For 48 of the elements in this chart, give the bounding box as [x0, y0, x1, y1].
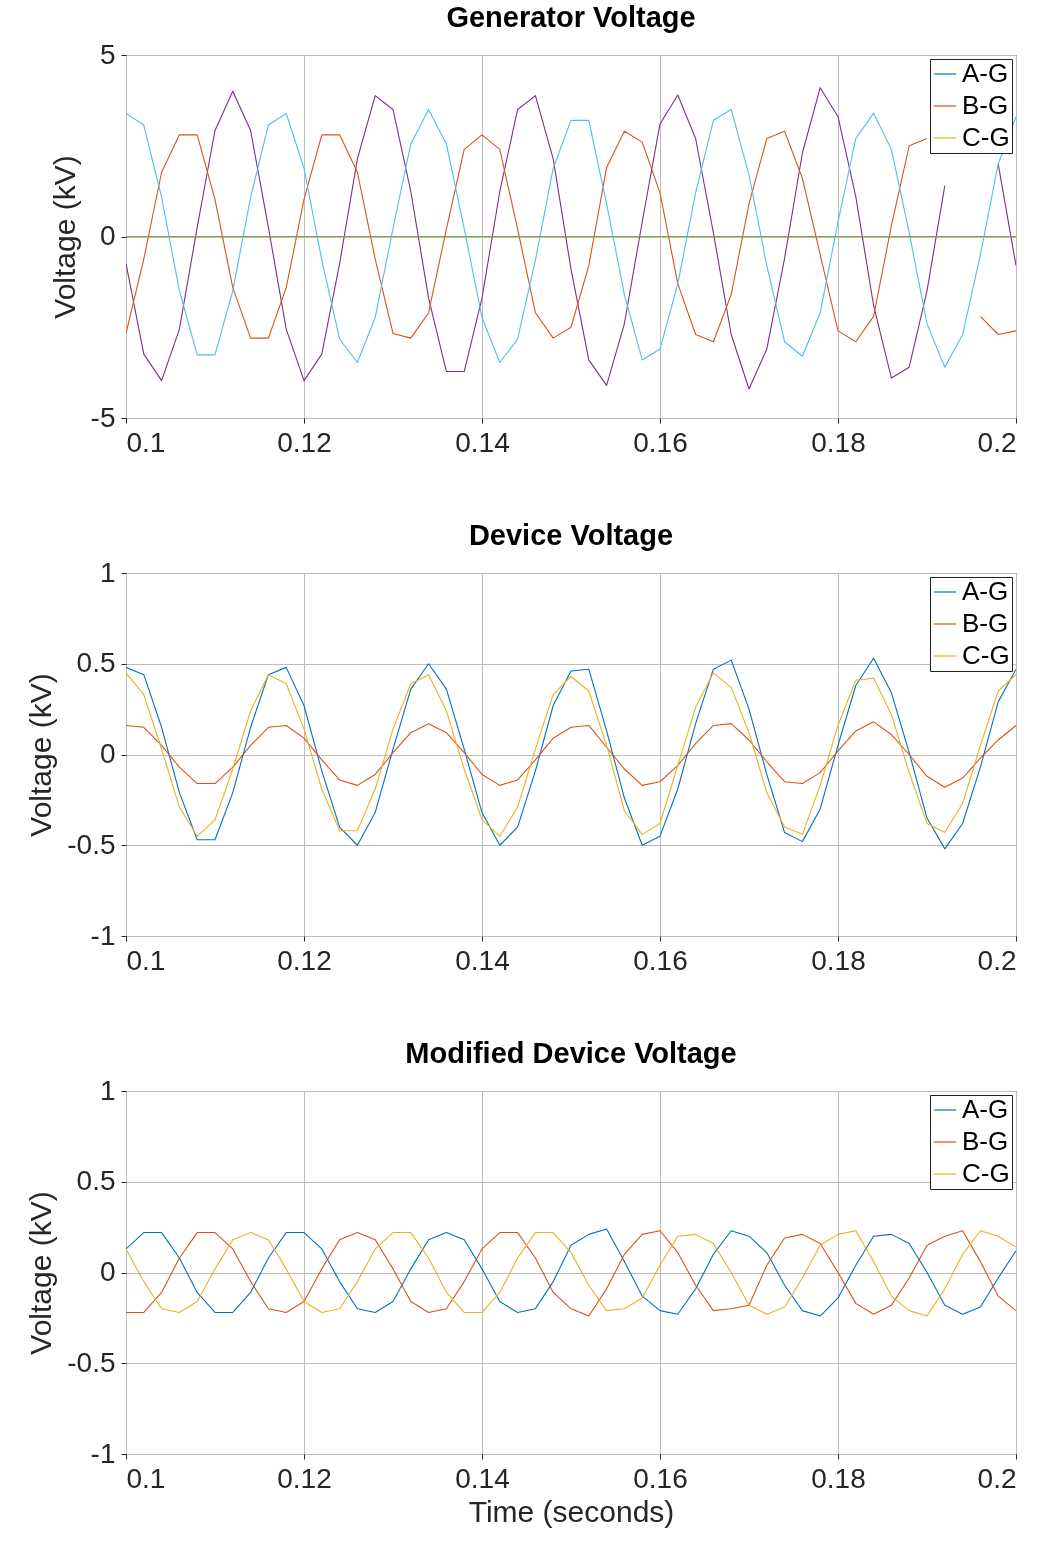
legend-label: C-G — [962, 1158, 1010, 1188]
x-tick-label: 0.14 — [455, 944, 510, 976]
legend-label: A-G — [962, 1094, 1009, 1124]
x-tick-label: 0.14 — [455, 426, 510, 458]
y-tick-label: 0.5 — [76, 647, 116, 679]
x-tick-label: 0.12 — [277, 944, 332, 976]
legend-label: A-G — [962, 58, 1009, 88]
legend-label: C-G — [962, 640, 1010, 670]
x-tick-label: 0.16 — [633, 1462, 688, 1494]
x-tick-label: 0.16 — [633, 944, 688, 976]
x-tick-label: 0.18 — [811, 426, 866, 458]
x-tick-label: 0.12 — [277, 426, 332, 458]
y-tick-label: 0 — [99, 1256, 116, 1287]
y-tick-label: -1 — [90, 1437, 116, 1469]
legend-label: B-G — [962, 90, 1009, 120]
chart-title: Generator Voltage — [446, 1, 696, 33]
y-axis-title: Voltage (kV) — [47, 155, 81, 319]
chart-title: Device Voltage — [468, 519, 674, 551]
x-tick-label: 0.14 — [455, 1462, 510, 1494]
y-tick-label: 5 — [99, 38, 116, 70]
x-tick-label: 0.18 — [811, 1462, 866, 1494]
y-tick-label: -0.5 — [67, 828, 116, 860]
chart-title: Modified Device Voltage — [405, 1037, 737, 1069]
line-series — [126, 721, 1016, 788]
y-axis-title: Voltage (kV) — [24, 1191, 58, 1355]
y-axis-title: Voltage (kV) — [24, 673, 58, 837]
x-tick-label: 0.1 — [126, 1462, 166, 1494]
x-tick-label: 0.16 — [633, 426, 688, 458]
legend-label: B-G — [962, 1126, 1009, 1156]
y-tick-label: -0.5 — [67, 1346, 116, 1378]
x-tick-label: 0.2 — [977, 1462, 1017, 1494]
x-tick-label: 0.2 — [977, 944, 1017, 976]
y-tick-label: -1 — [90, 919, 116, 951]
x-tick-label: 0.18 — [811, 944, 866, 976]
y-tick-label: -5 — [90, 401, 116, 433]
y-tick-label: 1 — [99, 556, 116, 588]
x-tick-label: 0.2 — [977, 426, 1017, 458]
x-tick-label: 0.12 — [277, 1462, 332, 1494]
x-tick-label: 0.1 — [126, 426, 166, 458]
y-tick-label: 0 — [99, 220, 116, 251]
legend-label: A-G — [962, 576, 1009, 606]
y-tick-label: 0.5 — [76, 1165, 116, 1197]
y-tick-label: 0 — [99, 738, 116, 769]
x-tick-label: 0.1 — [126, 944, 166, 976]
legend-label: B-G — [962, 608, 1009, 638]
legend-label: C-G — [962, 122, 1010, 152]
y-tick-label: 1 — [99, 1074, 116, 1106]
x-axis-title: Time (seconds) — [468, 1494, 675, 1528]
